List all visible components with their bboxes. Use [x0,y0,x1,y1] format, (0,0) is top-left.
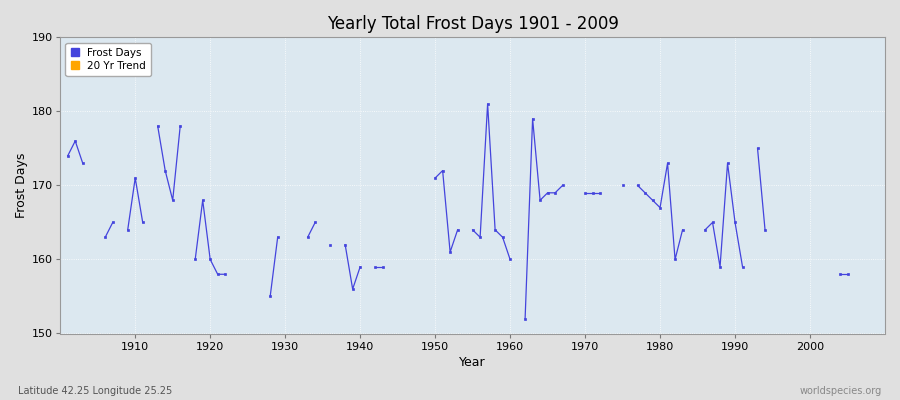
Y-axis label: Frost Days: Frost Days [15,153,28,218]
Legend: Frost Days, 20 Yr Trend: Frost Days, 20 Yr Trend [66,42,151,76]
X-axis label: Year: Year [459,356,486,369]
Text: worldspecies.org: worldspecies.org [800,386,882,396]
Title: Yearly Total Frost Days 1901 - 2009: Yearly Total Frost Days 1901 - 2009 [327,15,618,33]
Text: Latitude 42.25 Longitude 25.25: Latitude 42.25 Longitude 25.25 [18,386,172,396]
